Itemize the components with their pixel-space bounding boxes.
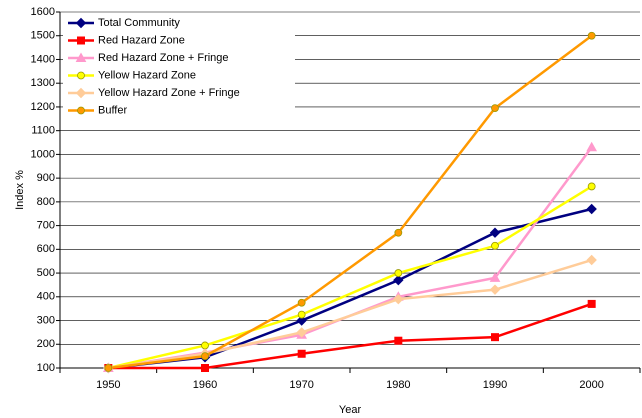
- y-tick-label: 1600: [31, 6, 55, 18]
- data-point: [491, 104, 499, 113]
- data-point: [296, 327, 307, 338]
- x-tick-label: 2000: [579, 379, 603, 391]
- legend-label: Total Community: [98, 17, 180, 29]
- data-point: [201, 352, 209, 361]
- y-tick-label: 1200: [31, 101, 55, 113]
- data-point: [201, 364, 209, 372]
- data-point: [586, 203, 597, 215]
- legend-marker: [77, 71, 85, 80]
- y-tick-label: 600: [37, 243, 55, 255]
- legend-label: Red Hazard Zone: [98, 34, 185, 46]
- x-tick-label: 1970: [289, 379, 313, 391]
- data-point: [586, 141, 598, 152]
- data-point: [489, 284, 501, 295]
- legend-label: Buffer: [98, 104, 127, 116]
- x-axis-label: Year: [339, 404, 362, 416]
- data-point: [297, 310, 306, 319]
- series-line: [108, 258, 593, 370]
- data-point: [297, 298, 306, 307]
- y-tick-label: 900: [37, 172, 55, 184]
- y-tick-label: 100: [37, 362, 55, 374]
- series-line: [108, 302, 593, 370]
- y-tick-label: 400: [37, 291, 55, 303]
- legend-marker: [77, 106, 85, 115]
- x-tick-label: 1960: [193, 379, 217, 391]
- legend-label: Red Hazard Zone + Fringe: [98, 52, 229, 64]
- legend-marker: [77, 36, 85, 45]
- y-tick-label: 1300: [31, 77, 55, 89]
- data-point: [394, 228, 403, 237]
- y-tick-label: 200: [37, 338, 55, 350]
- legend-label: Yellow Hazard Zone + Fringe: [98, 87, 240, 99]
- data-point: [587, 31, 596, 40]
- data-point: [587, 299, 596, 308]
- y-tick-label: 1500: [31, 30, 55, 42]
- legend-marker: [75, 87, 87, 99]
- legend-marker: [75, 17, 87, 29]
- data-point: [587, 182, 596, 191]
- legend-box: [63, 14, 295, 124]
- data-point: [394, 336, 403, 345]
- y-tick-label: 800: [37, 196, 55, 208]
- series-line: [108, 146, 593, 370]
- legend-label: Yellow Hazard Zone: [98, 69, 196, 81]
- series-line: [108, 34, 593, 370]
- data-point: [201, 341, 209, 350]
- x-tick-label: 1990: [483, 379, 507, 391]
- legend-marker: [75, 52, 87, 62]
- data-point: [393, 274, 404, 286]
- y-tick-label: 1400: [31, 53, 55, 65]
- data-point: [104, 364, 113, 372]
- data-point: [393, 293, 404, 305]
- data-point: [394, 269, 403, 277]
- data-point: [491, 333, 499, 342]
- x-tick-label: 1980: [386, 379, 410, 391]
- y-tick-label: 700: [37, 220, 55, 232]
- data-point: [491, 241, 499, 250]
- y-tick-label: 300: [37, 314, 55, 326]
- y-axis-label: Index %: [14, 170, 26, 210]
- data-point: [489, 272, 501, 282]
- y-tick-label: 1000: [31, 148, 55, 160]
- y-tick-label: 1100: [31, 125, 55, 137]
- data-point: [297, 349, 306, 358]
- data-point: [586, 254, 597, 266]
- y-tick-label: 500: [37, 267, 55, 279]
- x-tick-label: 1950: [96, 379, 120, 391]
- series-line: [108, 185, 593, 370]
- data-point: [489, 227, 501, 238]
- data-point: [296, 315, 307, 326]
